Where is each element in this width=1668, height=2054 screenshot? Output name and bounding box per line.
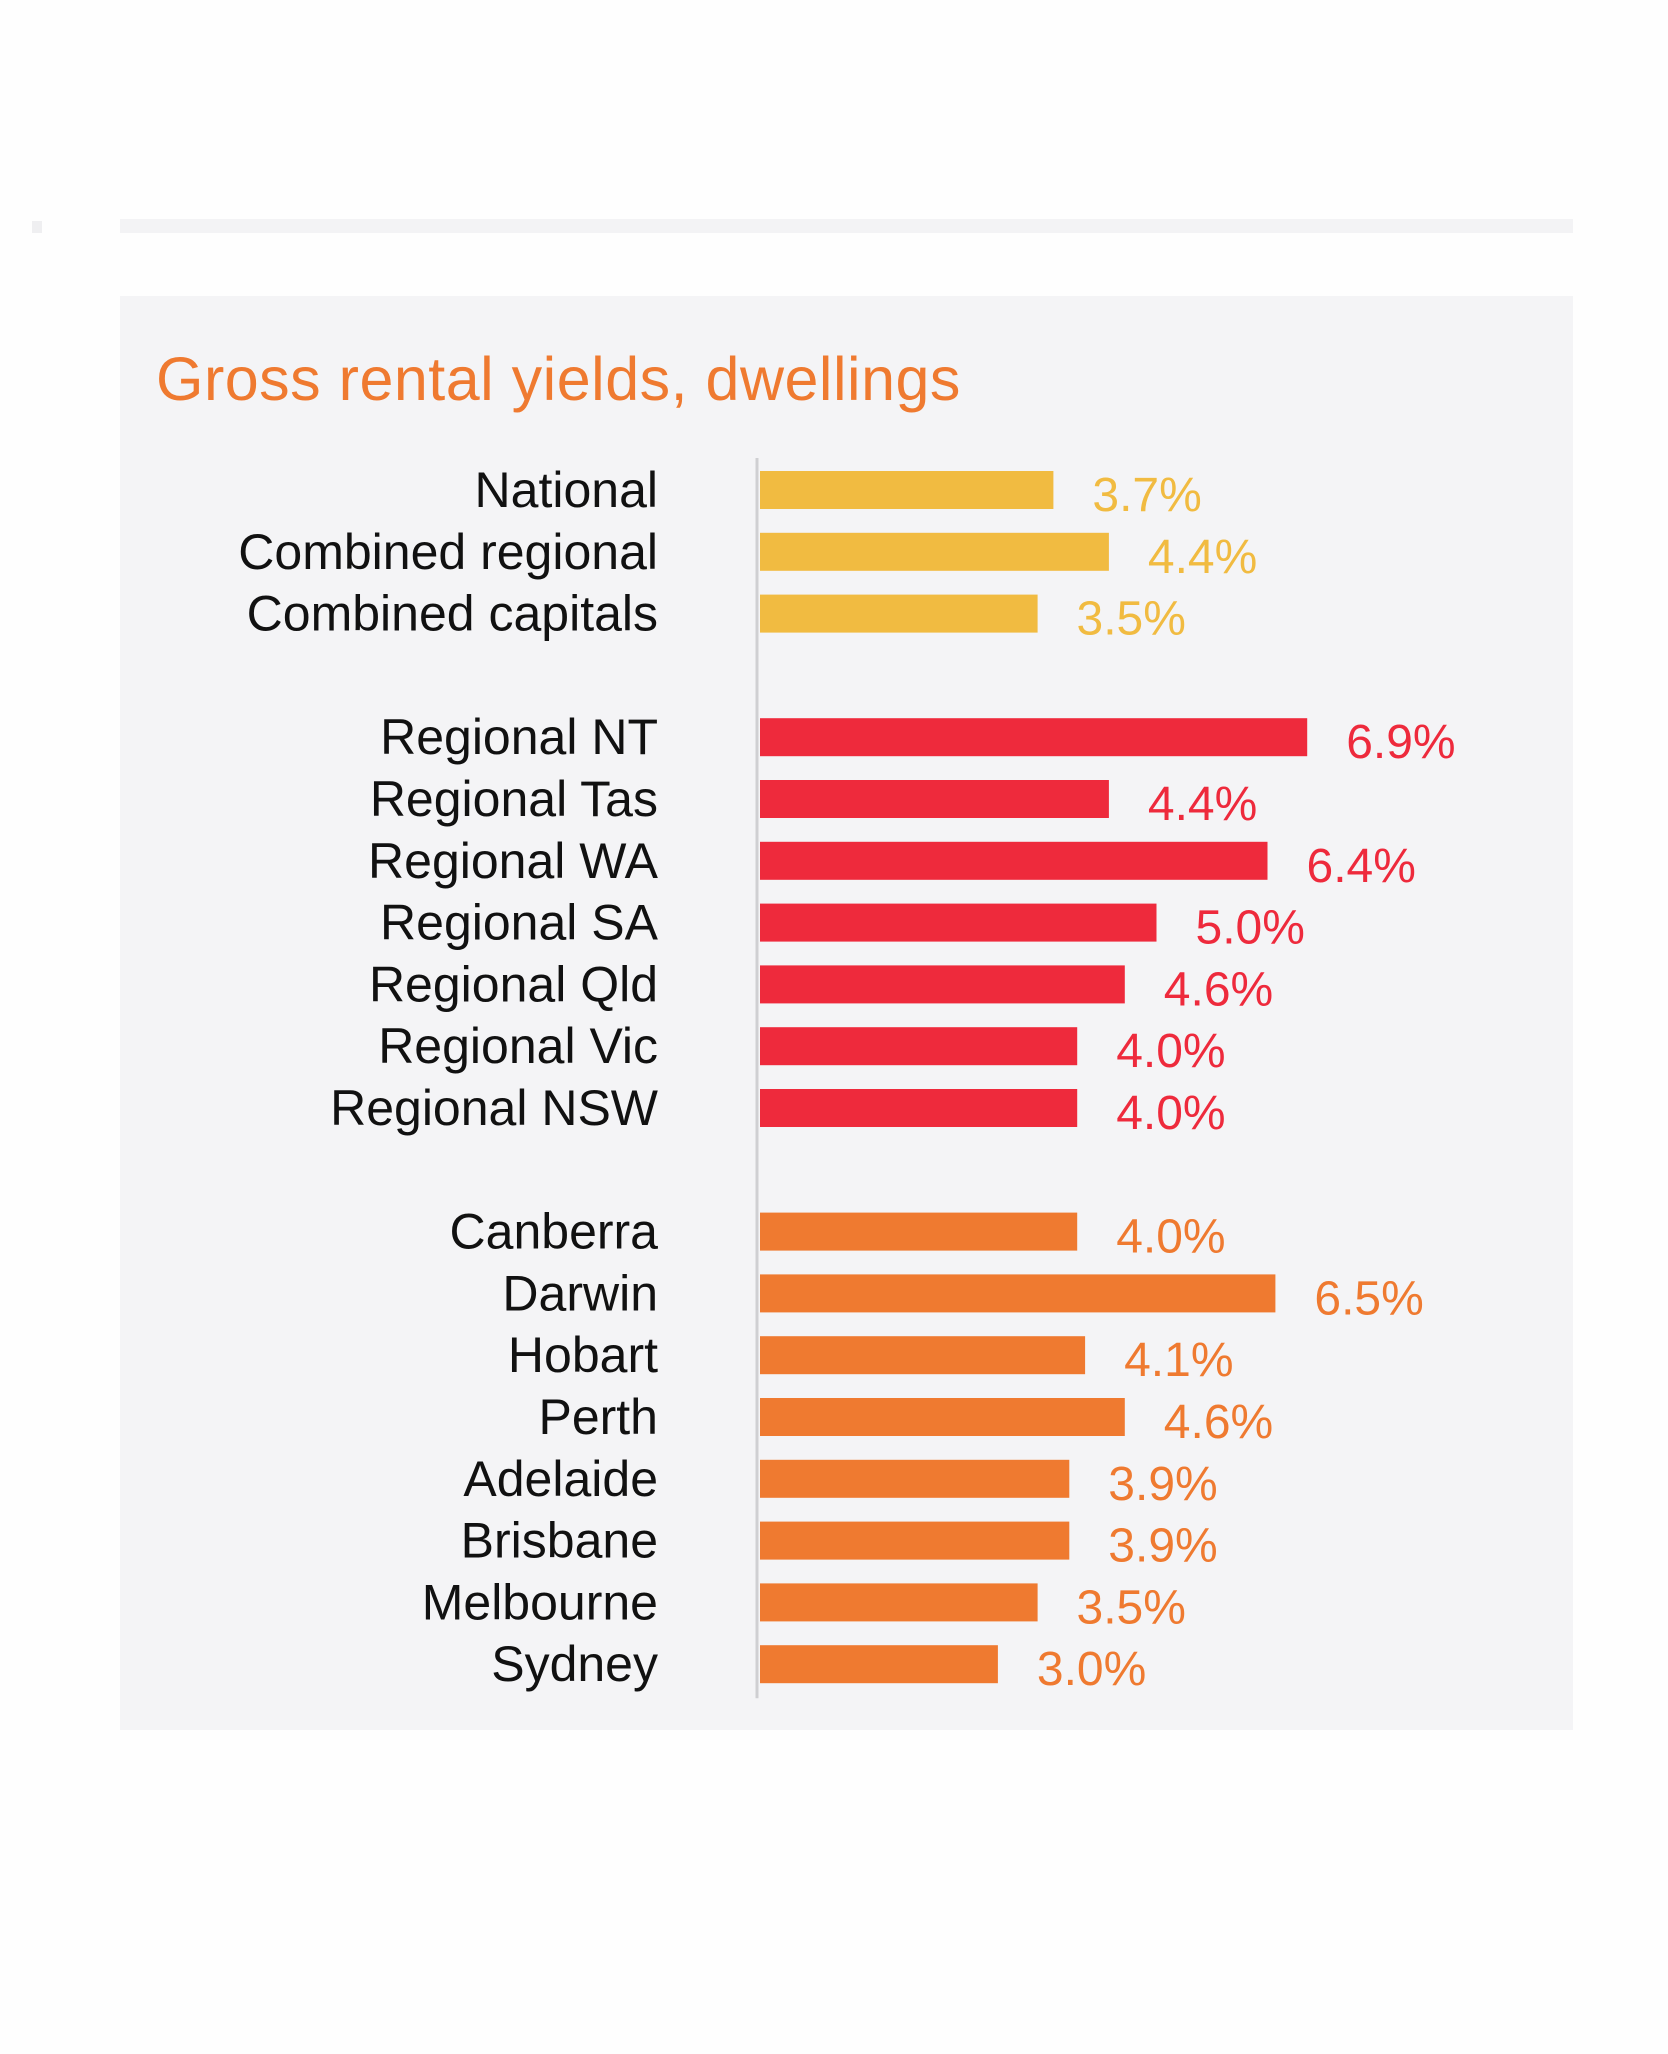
data-label: 3.9%	[1108, 1458, 1217, 1511]
bar-regional-nt	[760, 718, 1308, 757]
data-label: 4.4%	[1148, 531, 1257, 584]
chart-panel: Gross rental yields, dwellings National 3…	[120, 296, 1573, 1730]
data-label: 6.9%	[1346, 716, 1455, 769]
category-label: Brisbane	[461, 1513, 658, 1569]
data-label: 4.0%	[1116, 1211, 1225, 1264]
data-label: 3.7%	[1092, 469, 1201, 522]
bar-regional-sa	[760, 903, 1157, 942]
bar-national	[760, 471, 1054, 509]
top-divider	[120, 219, 1573, 233]
category-label: Hobart	[508, 1327, 658, 1383]
bar-regional-vic	[760, 1027, 1078, 1066]
category-label: Adelaide	[463, 1451, 658, 1507]
data-label: 5.0%	[1196, 902, 1305, 955]
data-label: 3.5%	[1077, 1581, 1186, 1634]
category-label: Regional Vic	[378, 1018, 658, 1074]
category-label: Regional NSW	[330, 1080, 659, 1136]
data-label: 4.6%	[1164, 963, 1273, 1016]
category-label: National	[475, 462, 658, 518]
bar-regional-nsw	[760, 1089, 1078, 1127]
category-label: Regional Tas	[370, 771, 658, 827]
bar-darwin	[760, 1274, 1276, 1313]
bar-brisbane	[760, 1521, 1070, 1560]
bar-hobart	[760, 1336, 1086, 1375]
category-label: Darwin	[502, 1265, 658, 1321]
data-label: 4.4%	[1148, 778, 1257, 831]
category-label: Combined regional	[238, 524, 658, 580]
chart-title: Gross rental yields, dwellings	[156, 345, 961, 413]
category-label: Regional SA	[380, 895, 659, 951]
bar-melbourne	[760, 1583, 1038, 1622]
bar-adelaide	[760, 1459, 1070, 1498]
bar-combined-capitals	[760, 594, 1038, 633]
data-label: 6.5%	[1314, 1272, 1423, 1325]
bar-canberra	[760, 1212, 1078, 1251]
data-label: 3.9%	[1108, 1520, 1217, 1573]
category-label: Regional NT	[380, 709, 658, 765]
category-label: Melbourne	[422, 1574, 658, 1630]
bar-perth	[760, 1398, 1125, 1436]
category-label: Regional Qld	[369, 956, 658, 1012]
category-label: Sydney	[491, 1636, 658, 1692]
bar-regional-qld	[760, 965, 1125, 1004]
bar-chart: National 3.7% Combined regional 4.4% Combine…	[238, 458, 1456, 1699]
data-label: 4.0%	[1116, 1087, 1225, 1140]
bar-regional-wa	[760, 841, 1268, 880]
data-label: 4.0%	[1116, 1025, 1225, 1078]
data-label: 3.0%	[1037, 1643, 1146, 1696]
data-label: 4.1%	[1124, 1334, 1233, 1387]
bar-regional-tas	[760, 780, 1109, 818]
data-label: 4.6%	[1164, 1396, 1273, 1449]
data-label: 6.4%	[1307, 840, 1416, 893]
bar-combined-regional	[760, 532, 1109, 571]
category-label: Canberra	[450, 1204, 659, 1260]
bar-sydney	[760, 1645, 998, 1684]
category-label: Perth	[538, 1389, 658, 1445]
corner-mark	[32, 221, 42, 233]
category-label: Regional WA	[368, 833, 659, 889]
data-label: 3.5%	[1077, 593, 1186, 646]
category-label: Combined capitals	[247, 586, 658, 642]
